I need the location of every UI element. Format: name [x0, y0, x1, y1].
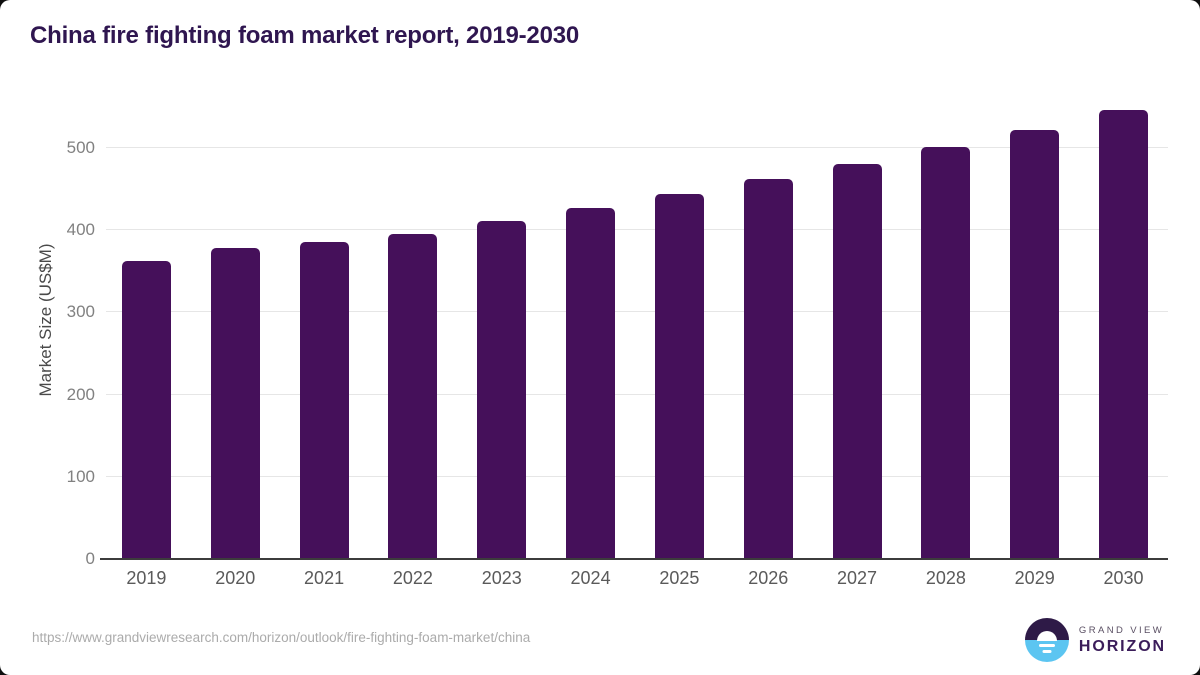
- bar-2023: [477, 221, 527, 559]
- bar-2019: [121, 261, 171, 559]
- bar-slot: [1079, 100, 1168, 559]
- grand-view-horizon-logo: GRAND VIEW HORIZON: [1024, 618, 1166, 662]
- x-tick-label: 2027: [837, 568, 878, 588]
- sun-reflection-line: [1042, 650, 1052, 653]
- bar-2024: [566, 208, 616, 559]
- x-tick-label: 2023: [481, 568, 522, 588]
- bar-2025: [654, 194, 704, 559]
- bar-2022: [388, 233, 438, 559]
- bar-slot: [368, 100, 457, 559]
- y-tick-label: 500: [66, 138, 95, 157]
- bar-slot: [813, 100, 902, 559]
- bar-slot: [635, 100, 724, 559]
- bar-slot: [102, 100, 191, 559]
- x-tick-label: 2020: [215, 568, 256, 588]
- bar-slot: [990, 100, 1079, 559]
- x-tick-label: 2024: [570, 568, 611, 588]
- x-tick-label: 2022: [392, 568, 433, 588]
- bar-slot: [191, 100, 280, 559]
- gridline: [106, 147, 1168, 148]
- x-tick-label: 2029: [1014, 568, 1055, 588]
- x-tick-label: 2021: [304, 568, 345, 588]
- y-tick-label: 100: [66, 466, 95, 486]
- gridline: [106, 393, 1168, 395]
- x-axis-labels: 2019 2020 2021 2022 2023 2024 2025 2026 2027 2028…: [102, 568, 1168, 589]
- x-tick-label: 2028: [925, 568, 966, 588]
- x-tick-label: 2026: [748, 568, 789, 588]
- bar-2029: [1010, 129, 1060, 559]
- gridline: [106, 311, 1168, 313]
- y-tick-label: 200: [66, 384, 95, 404]
- bar-2030: [1099, 110, 1149, 559]
- sun-reflection-line: [1038, 644, 1055, 647]
- gridline: [106, 475, 1168, 477]
- bar-2027: [832, 164, 882, 559]
- plot-area: [100, 100, 1168, 560]
- bar-2028: [921, 147, 971, 559]
- bar-slot: [901, 100, 990, 559]
- x-tick-label: 2019: [126, 568, 167, 588]
- source-url: https://www.grandviewresearch.com/horizo…: [32, 630, 531, 645]
- bar-2021: [299, 241, 349, 559]
- logo-horizon-text: HORIZON: [1078, 637, 1166, 655]
- y-tick-label: 400: [66, 220, 95, 240]
- logo-grand-view-text: GRAND VIEW: [1078, 624, 1165, 636]
- x-tick-label: 2030: [1103, 568, 1144, 588]
- bar-slot: [724, 100, 813, 559]
- bar-slot: [280, 100, 369, 559]
- sun-shape: [1036, 631, 1057, 641]
- bar-2026: [743, 179, 793, 559]
- x-tick-label: 2025: [659, 568, 700, 588]
- y-axis-ticks: 0 100 200 300 400 500: [0, 100, 95, 568]
- y-tick-label: 300: [66, 302, 95, 322]
- bars: [102, 100, 1168, 559]
- x-axis-line: [100, 558, 1168, 560]
- bar-slot: [457, 100, 546, 559]
- page-title: China fire fighting foam market report, …: [30, 22, 580, 49]
- gridline: [106, 229, 1168, 231]
- y-tick-label: 0: [85, 549, 95, 568]
- horizon-sun-icon: [1024, 618, 1069, 662]
- logo-wordmark: GRAND VIEW HORIZON: [1079, 625, 1166, 656]
- bar-2020: [210, 248, 260, 559]
- bar-slot: [546, 100, 635, 559]
